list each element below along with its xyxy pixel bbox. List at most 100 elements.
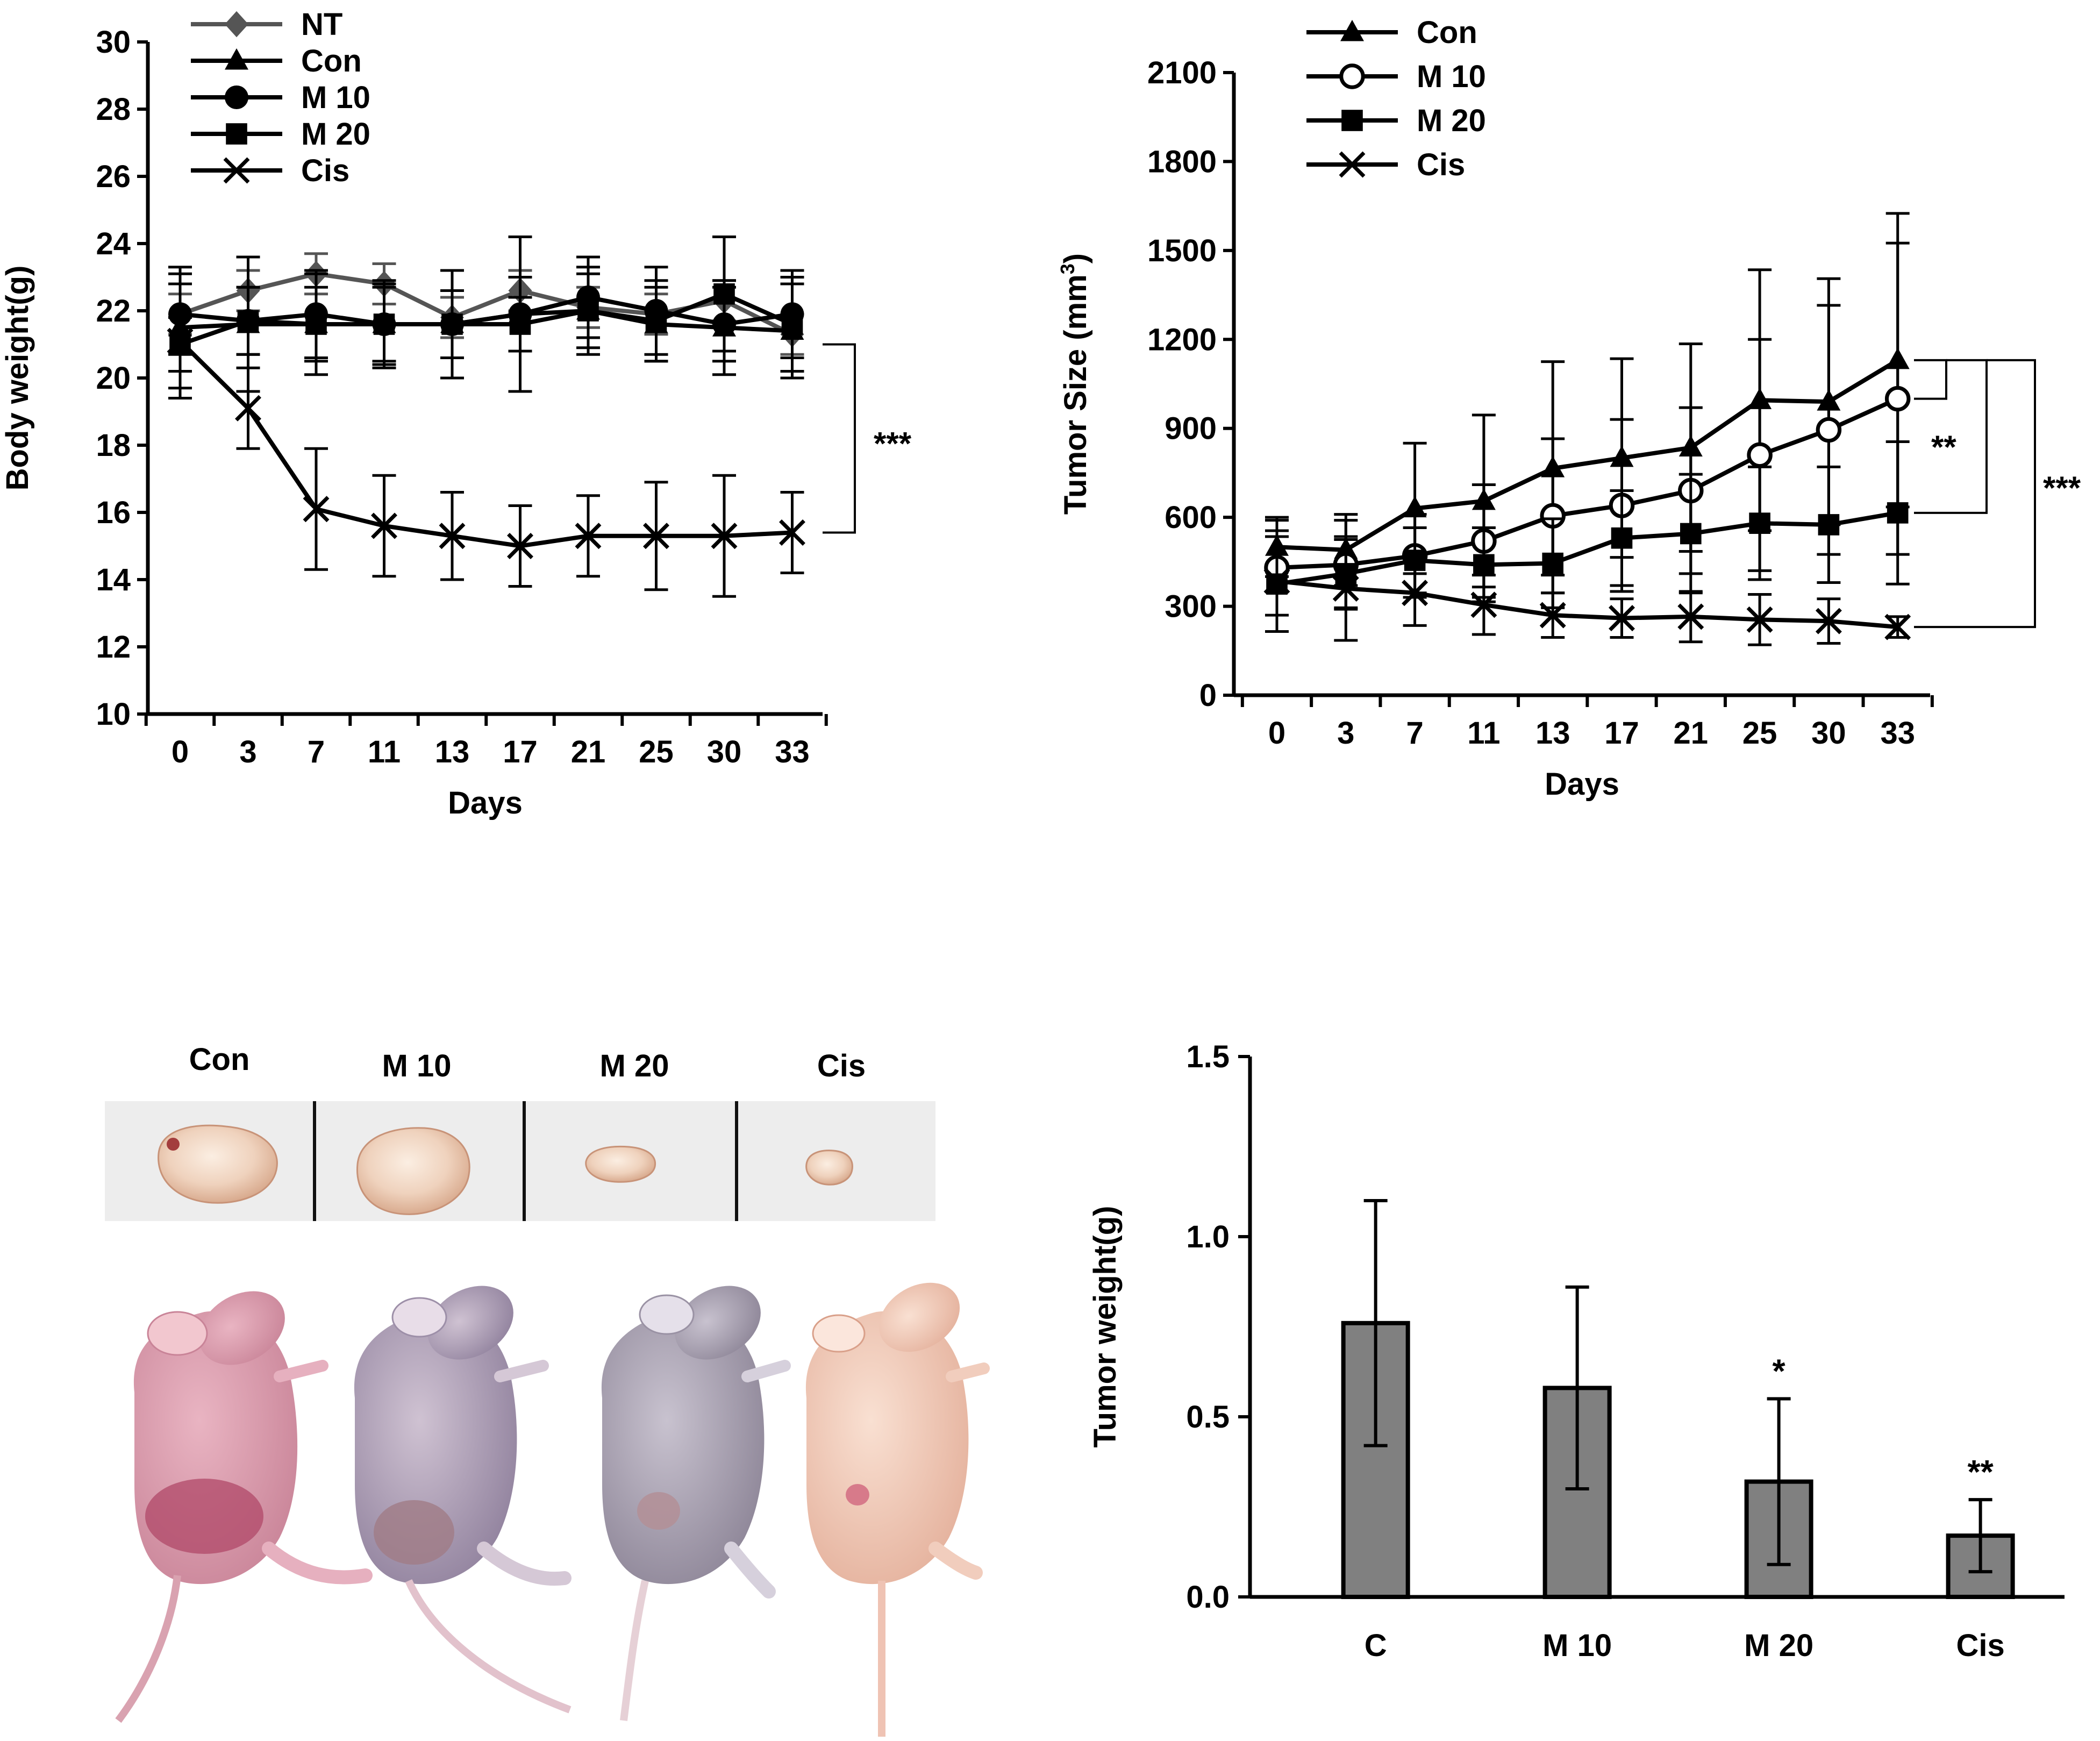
legend-marker <box>225 48 248 70</box>
photo-label-con: Con <box>189 1042 250 1077</box>
data-point <box>1470 591 1497 618</box>
mouse-cis <box>805 1282 990 1737</box>
data-point <box>1884 613 1911 640</box>
legend-marker <box>223 157 250 184</box>
photo-group-labels: Con M 10 M 20 Cis <box>189 1042 866 1083</box>
data-point <box>1609 605 1635 632</box>
x-axis-label: Days <box>448 786 523 820</box>
legend-marker <box>225 85 248 109</box>
series-cis <box>167 282 805 598</box>
legend-label: NT <box>301 7 342 42</box>
data-point <box>1815 608 1842 634</box>
data-point <box>779 519 805 546</box>
photo-label-m20: M 20 <box>600 1048 669 1083</box>
series-nt <box>168 252 804 356</box>
data-point <box>645 310 667 332</box>
x-axis-label: Days <box>1545 767 1619 802</box>
series-line <box>179 291 794 347</box>
y-axis-label-text: Body weight(g) <box>0 266 35 491</box>
data-point <box>1542 552 1563 574</box>
legend-marker <box>226 123 247 145</box>
data-point <box>1887 502 1909 524</box>
data-point <box>1680 523 1702 545</box>
x-tick-label: 30 <box>1811 716 1846 751</box>
x-tick-label: 17 <box>1604 716 1639 751</box>
data-point <box>373 313 395 335</box>
significance-bracket-cis <box>1914 359 2036 629</box>
x-tick-label: 21 <box>571 734 606 769</box>
series-m10 <box>168 255 804 366</box>
excised-tumor-photo <box>105 1101 935 1221</box>
legend-label: Con <box>301 44 362 79</box>
data-point <box>711 523 738 550</box>
x-tick-label: M 10 <box>1542 1628 1612 1663</box>
y-tick-label: 1800 <box>1147 144 1217 179</box>
series-line <box>1276 510 1898 587</box>
y-tick-label: 0.5 <box>1186 1400 1230 1435</box>
legend-label: M 20 <box>301 117 370 152</box>
x-tick-label: 21 <box>1674 716 1709 751</box>
y-tick-label: 900 <box>1165 411 1217 446</box>
data-point <box>713 283 735 305</box>
data-point <box>781 313 803 335</box>
data-point <box>235 395 261 422</box>
data-point <box>1332 575 1359 602</box>
y-axis-label-superscript: 3 <box>1056 263 1078 274</box>
data-point <box>1539 602 1566 629</box>
x-tick-label: 17 <box>503 734 538 769</box>
data-point <box>509 313 531 335</box>
legend-label: Con <box>1417 15 1477 50</box>
y-tick-label: 10 <box>96 697 131 732</box>
x-tick-label: 11 <box>368 734 401 769</box>
x-tick-label: C <box>1365 1628 1387 1663</box>
series-cis <box>1263 529 1911 646</box>
data-point <box>237 310 259 332</box>
legend-label: Cis <box>301 153 349 188</box>
significance-bracket <box>823 343 856 534</box>
x-tick-label: Cis <box>1956 1628 2004 1663</box>
legend-marker <box>1341 110 1363 131</box>
data-point <box>1403 496 1427 518</box>
x-tick-label: 13 <box>1535 716 1570 751</box>
legend-label: Cis <box>1417 147 1465 182</box>
y-tick-label: 2100 <box>1147 55 1217 90</box>
data-point <box>1677 603 1704 630</box>
y-axis-label-text: Tumor Size (mm <box>1058 274 1093 515</box>
data-point <box>1746 606 1773 633</box>
significance-label: *** <box>874 426 912 462</box>
legend-marker <box>1339 151 1366 178</box>
series-line <box>1276 579 1898 630</box>
tumor-weight-chart: 0.0 0.5 1.0 1.5 Tumor weight(g) C M 10 M 20 * Cis… <box>1088 1039 2065 1663</box>
mouse-illustrations <box>115 1282 990 1737</box>
legend-label: M 10 <box>1417 59 1486 94</box>
y-tick-label: 1500 <box>1147 233 1217 268</box>
tumor-size-chart: 0 300 600 900 1200 1500 1800 2100 0 3 7 11 13 17 21 25 3… <box>1056 15 2081 802</box>
data-point <box>1611 527 1633 549</box>
legend-label: M 20 <box>1417 103 1486 138</box>
data-point <box>1816 417 1842 443</box>
y-tick-label: 0.0 <box>1186 1580 1230 1615</box>
x-tick-label: 11 <box>1467 716 1500 751</box>
data-point <box>577 300 599 322</box>
y-tick-label: 18 <box>96 428 131 463</box>
y-tick-label: 16 <box>96 495 131 530</box>
data-point <box>1747 442 1773 468</box>
data-point <box>1263 568 1290 595</box>
x-tick-label: 13 <box>435 734 470 769</box>
x-tick-label: 3 <box>239 734 256 769</box>
x-tick-label: 25 <box>639 734 674 769</box>
y-tick-label: 1200 <box>1147 322 1217 357</box>
legend-label: M 10 <box>301 80 370 115</box>
tumor-con <box>158 1124 278 1204</box>
data-point <box>441 313 463 335</box>
data-point <box>1818 514 1840 536</box>
data-point <box>303 496 330 523</box>
data-point <box>1884 386 1911 412</box>
data-point <box>507 533 533 559</box>
series-line <box>180 295 793 327</box>
data-point <box>1473 554 1495 576</box>
photo-panel: Con M 10 M 20 Cis <box>105 1042 990 1737</box>
x-tick-label: 7 <box>1406 716 1423 751</box>
series-line <box>1276 358 1899 552</box>
